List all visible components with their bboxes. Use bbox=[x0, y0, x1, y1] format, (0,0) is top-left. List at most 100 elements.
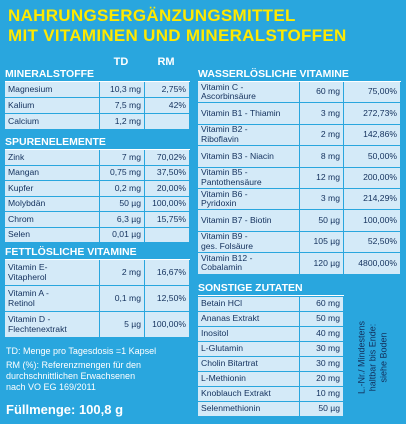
name-cell: Molybdän bbox=[5, 196, 99, 211]
footnote: nach VO EG 169/2011 bbox=[6, 382, 96, 392]
footnote: durchschnittlichen Erwachsenen bbox=[6, 371, 136, 381]
name-cell: Calcium bbox=[5, 114, 99, 129]
name-line: Ascorbinsäure bbox=[201, 91, 256, 102]
name-cell: Vitamin B6 - Pyridoxin bbox=[198, 189, 299, 210]
rm-cell: 37,50% bbox=[145, 165, 189, 180]
name-line: Vitamin B12 - bbox=[201, 253, 253, 263]
name-line: Betain HCl bbox=[201, 298, 243, 309]
name-cell: Kupfer bbox=[5, 181, 99, 196]
name-line: Vitamin D - bbox=[8, 314, 51, 324]
name-cell: Chrom bbox=[5, 212, 99, 227]
name-line: Vitamin C - bbox=[201, 82, 244, 92]
name-line: Calcium bbox=[8, 115, 40, 126]
td-cell: 5 µg bbox=[100, 312, 144, 337]
name-line: Ananas Extrakt bbox=[201, 313, 260, 324]
name-cell: Magnesium bbox=[5, 82, 99, 97]
name-cell: Knoblauch Extrakt bbox=[198, 387, 299, 401]
rm-cell: 50,00% bbox=[344, 146, 400, 167]
rm-cell: 52,50% bbox=[344, 231, 400, 253]
name-cell: Vitamin E- Vitapherol bbox=[5, 260, 99, 285]
name-line: Vitamin B7 - Biotin bbox=[201, 214, 272, 225]
name-cell: Vitamin B7 - Biotin bbox=[198, 210, 299, 231]
td-cell: 30 mg bbox=[300, 342, 343, 356]
td-cell: 10 mg bbox=[300, 387, 343, 401]
rm-cell: 142,86% bbox=[344, 124, 400, 146]
name-cell: Cholin Bitartrat bbox=[198, 357, 299, 371]
name-line: Vitamin B6 - bbox=[201, 189, 248, 199]
td-cell: 50 µg bbox=[300, 402, 343, 416]
name-line: Vitamin B5 - bbox=[201, 167, 248, 178]
rm-cell: 70,02% bbox=[145, 150, 189, 165]
name-cell: Zink bbox=[5, 150, 99, 165]
name-cell: Selen bbox=[5, 227, 99, 242]
rm-cell: 20,00% bbox=[145, 181, 189, 196]
td-cell: 20 mg bbox=[300, 372, 343, 386]
td-cell: 12 mg bbox=[300, 167, 343, 188]
name-line: Cholin Bitartrat bbox=[201, 358, 258, 369]
rm-cell: 12,50% bbox=[145, 286, 189, 311]
td-cell: 105 µg bbox=[300, 231, 343, 253]
rm-cell: 16,67% bbox=[145, 260, 189, 285]
name-cell: Mangan bbox=[5, 165, 99, 180]
name-line: Chrom bbox=[8, 213, 34, 224]
name-cell: Selenmethionin bbox=[198, 402, 299, 416]
rm-cell: 272,73% bbox=[344, 103, 400, 124]
title-line: NAHRUNGSERGÄNZUNGSMITTEL bbox=[8, 6, 296, 25]
name-line: Vitamin B9 - bbox=[201, 231, 248, 242]
name-cell: Kalium bbox=[5, 98, 99, 113]
title-line: MIT VITAMINEN UND MINERALSTOFFEN bbox=[8, 26, 347, 45]
rm-cell: 42% bbox=[145, 98, 189, 113]
section-heading: SONSTIGE ZUTATEN bbox=[198, 282, 344, 296]
name-cell: Vitamin B2 - Riboflavin bbox=[198, 124, 299, 146]
rm-cell: 100,00% bbox=[145, 196, 189, 211]
fill-amount: Füllmenge: 100,8 g bbox=[6, 402, 124, 417]
td-cell: 3 mg bbox=[300, 103, 343, 124]
footnote: RM (%): Referenzmengen für den bbox=[6, 360, 142, 370]
name-cell: L-Glutamin bbox=[198, 342, 299, 356]
rm-cell: 75,00% bbox=[344, 82, 400, 103]
name-line: Kalium bbox=[8, 99, 35, 110]
name-line: Mangan bbox=[8, 167, 40, 177]
name-line: Pantothensäure bbox=[201, 176, 262, 187]
name-line: Vitamin B2 - bbox=[201, 124, 248, 135]
td-cell: 3 mg bbox=[300, 189, 343, 210]
name-cell: Vitamin D - Flechtenextrakt bbox=[5, 312, 99, 337]
section-heading: SPURENELEMENTE bbox=[5, 136, 190, 150]
name-cell: Vitamin B12 - Cobalamin bbox=[198, 253, 299, 274]
name-cell: L-Methionin bbox=[198, 372, 299, 386]
name-line: L-Methionin bbox=[201, 373, 246, 384]
section-heading: FETTLÖSLICHE VITAMINE bbox=[5, 246, 190, 260]
rm-cell: 15,75% bbox=[145, 212, 189, 227]
td-cell: 0,1 mg bbox=[100, 286, 144, 311]
td-cell: 40 mg bbox=[300, 327, 343, 341]
name-cell: Betain HCl bbox=[198, 297, 299, 311]
rm-cell: 2,75% bbox=[145, 82, 189, 97]
name-line: Knoblauch Extrakt bbox=[201, 388, 271, 399]
name-line: Pyridoxin bbox=[201, 198, 237, 209]
td-cell: 0,2 mg bbox=[100, 181, 144, 196]
name-cell: Vitamin A - Retinol bbox=[5, 286, 99, 311]
column-label: TD bbox=[113, 56, 129, 68]
section-heading: MINERALSTOFFE bbox=[5, 68, 190, 82]
td-cell: 60 mg bbox=[300, 297, 343, 311]
name-line: Flechtenextrakt bbox=[8, 323, 67, 334]
td-cell: 7,5 mg bbox=[100, 98, 144, 113]
name-line: Inositol bbox=[201, 328, 229, 339]
td-cell: 50 µg bbox=[100, 196, 144, 211]
name-line: Vitamin E- bbox=[8, 262, 48, 272]
side-note-line: siehe Boden bbox=[378, 332, 389, 383]
side-note-line: L.-Nr./ Mindestens bbox=[356, 320, 367, 395]
name-line: Magnesium bbox=[8, 83, 53, 94]
rm-cell: 4800,00% bbox=[344, 253, 400, 274]
td-cell: 0,01 µg bbox=[100, 227, 144, 242]
td-cell: 50 µg bbox=[300, 210, 343, 231]
td-cell: 50 mg bbox=[300, 312, 343, 326]
name-line: Vitamin B1 - Thiamin bbox=[201, 107, 281, 118]
name-cell: Vitamin B5 - Pantothensäure bbox=[198, 167, 299, 188]
rm-cell bbox=[145, 114, 189, 129]
td-cell: 2 mg bbox=[300, 124, 343, 146]
name-cell: Vitamin B1 - Thiamin bbox=[198, 103, 299, 124]
name-line: Vitapherol bbox=[8, 271, 47, 282]
name-line: Zink bbox=[8, 151, 25, 162]
